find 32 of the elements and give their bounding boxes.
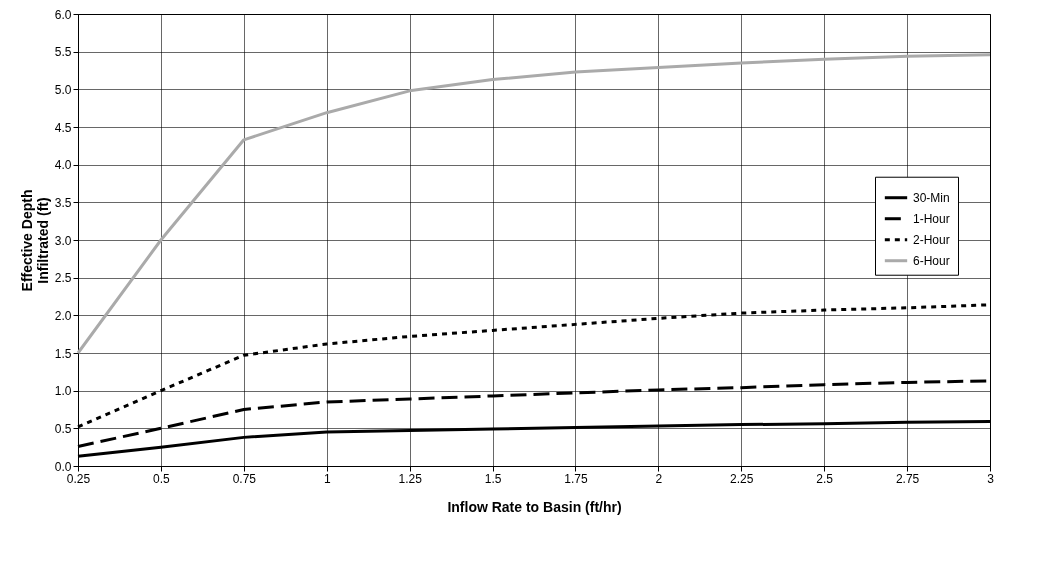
legend-label: 1-Hour [913, 211, 950, 226]
y-tick-label: 5.5 [54, 45, 72, 60]
x-tick-label: 3 [987, 471, 995, 486]
x-tick-label: 2.75 [895, 471, 920, 486]
x-tick-label: 1.5 [484, 471, 502, 486]
x-tick-label: 2 [655, 471, 663, 486]
y-tick-label: 5.0 [54, 82, 72, 97]
y-tick-label: 1.5 [54, 346, 72, 361]
legend-label: 2-Hour [913, 232, 950, 247]
y-tick-label: 0.0 [54, 459, 72, 474]
y-tick-label: 2.0 [54, 308, 72, 323]
x-axis-title: Inflow Rate to Basin (ft/hr) [447, 498, 622, 515]
x-tick-label: 1.25 [398, 471, 423, 486]
x-tick-label: 2.25 [730, 471, 754, 486]
x-tick-label: 1.75 [564, 471, 588, 486]
x-tick-label: 1 [323, 471, 331, 486]
legend-label: 30-Min [913, 190, 950, 205]
x-tick-label: 0.5 [153, 471, 171, 486]
line-series [76, 53, 992, 355]
y-tick-label: 3.5 [54, 195, 72, 210]
y-tick-label: 0.5 [54, 421, 72, 436]
y-tick-label: 6.0 [54, 7, 72, 22]
legend-label: 6-Hour [913, 253, 950, 268]
y-tick-label: 1.0 [54, 384, 72, 399]
x-tick-label: 0.75 [232, 471, 257, 486]
y-tick-label: 4.0 [54, 158, 72, 173]
y-tick-label: 3.0 [54, 233, 72, 248]
y-axis-title: Effective Depth Infiltrated (ft) [18, 189, 51, 292]
x-tick-label: 0.25 [66, 471, 91, 486]
x-tick-label: 2.5 [816, 471, 834, 486]
y-tick-label: 4.5 [54, 120, 72, 135]
y-tick-label: 2.5 [54, 271, 72, 286]
